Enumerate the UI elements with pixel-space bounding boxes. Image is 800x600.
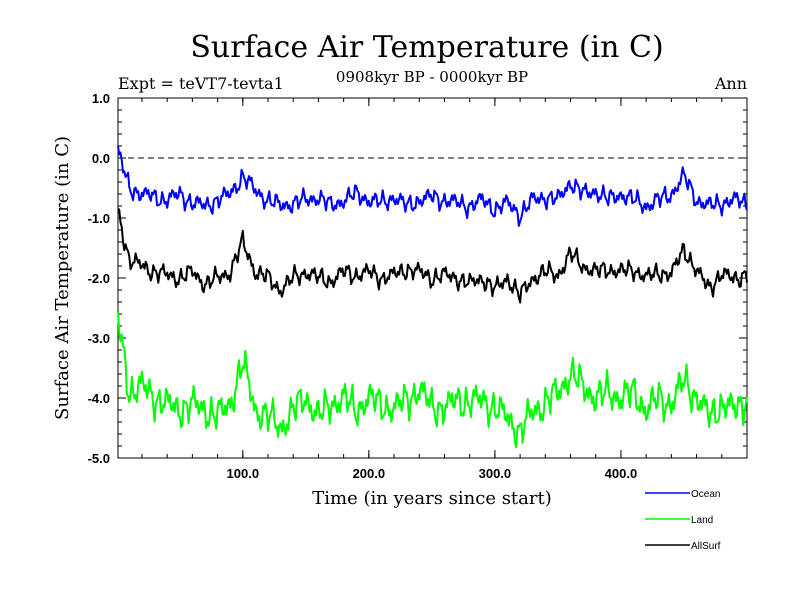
experiment-label: Expt = teVT7-tevta1 [118, 74, 284, 93]
y-tick-label: -5.0 [88, 451, 110, 466]
legend: Ocean Land AllSurf [645, 489, 721, 552]
y-tick-label: -1.0 [88, 211, 110, 226]
axis-ticks: 1.0 0.0 -1.0 -2.0 -3.0 -4.0 -5.0 100.0 200.0 300.… [88, 91, 747, 481]
series-line-land [117, 311, 748, 448]
period-label: 0908kyr BP - 0000kyr BP [336, 68, 528, 86]
x-tick-label: 200.0 [353, 466, 386, 481]
legend-label-land: Land [691, 515, 713, 526]
y-axis-label: Surface Air Temperature (in C) [52, 136, 73, 420]
y-tick-label: -4.0 [88, 391, 110, 406]
x-tick-label: 100.0 [227, 466, 260, 481]
season-label: Ann [714, 74, 747, 93]
series-line-allsurf [117, 207, 748, 304]
legend-label-allsurf: AllSurf [691, 541, 721, 552]
x-tick-label: 300.0 [479, 466, 512, 481]
x-axis-label: Time (in years since start) [312, 488, 552, 509]
legend-label-ocean: Ocean [691, 489, 720, 500]
chart-title: Surface Air Temperature (in C) [190, 30, 663, 65]
series-line-ocean [117, 146, 748, 227]
series-group [117, 146, 748, 448]
y-tick-label: -3.0 [88, 331, 110, 346]
y-tick-label: -2.0 [88, 271, 110, 286]
y-tick-label: 0.0 [92, 151, 110, 166]
x-tick-label: 400.0 [605, 466, 638, 481]
y-tick-label: 1.0 [92, 91, 110, 106]
